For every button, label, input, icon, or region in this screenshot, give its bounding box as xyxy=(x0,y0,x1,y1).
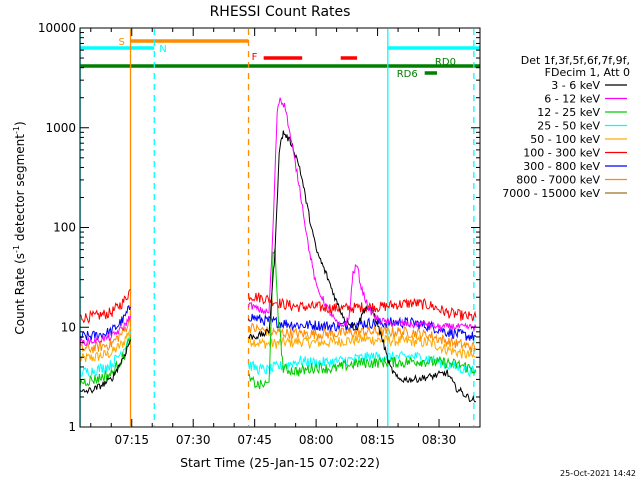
series-line-7-0 xyxy=(79,318,131,354)
series-line-6-0 xyxy=(79,304,131,341)
series-line-0-0 xyxy=(79,339,131,395)
series-line-5-1 xyxy=(248,292,477,322)
x-tick-label-3: 08:00 xyxy=(299,433,334,447)
chart-title: RHESSI Count Rates xyxy=(210,4,351,20)
x-axis-label: Start Time (25-Jan-15 07:02:22) xyxy=(180,455,380,470)
y-axis-label: Count Rate (s-1 detector segment-1) xyxy=(12,121,27,334)
series-line-2-0 xyxy=(79,336,131,387)
state-label-rd6: RD6 xyxy=(397,69,418,80)
x-tick-label-2: 07:45 xyxy=(237,433,272,447)
series-line-4-1 xyxy=(248,334,477,359)
state-label-rd0: RD0 xyxy=(435,57,456,68)
x-tick-label-0: 07:15 xyxy=(114,433,149,447)
state-label-f: F xyxy=(252,52,258,63)
series-lines xyxy=(79,97,477,403)
attenuator-state-bars: S N F RD0 RD6 xyxy=(80,37,480,80)
y-tick-label-3: 1000 xyxy=(45,121,76,135)
legend-label-1: 6 - 12 keV xyxy=(544,93,600,106)
vertical-markers xyxy=(79,29,475,426)
series-line-0-1 xyxy=(248,130,477,403)
series-line-1-1 xyxy=(248,97,477,332)
legend-label-6: 300 - 800 keV xyxy=(523,160,600,173)
y-axis: 1 10 100 1000 10000 xyxy=(38,21,480,434)
x-tick-label-5: 08:30 xyxy=(422,433,457,447)
footer-timestamp: 25-Oct-2021 14:42 xyxy=(560,469,636,478)
legend-label-8: 7000 - 15000 keV xyxy=(502,187,600,200)
legend-label-3: 25 - 50 keV xyxy=(537,120,600,133)
series-line-2-1 xyxy=(248,248,477,390)
series-line-6-1 xyxy=(248,313,477,341)
state-label-s: S xyxy=(119,37,125,48)
series-line-1-0 xyxy=(79,315,131,347)
x-tick-label-1: 07:30 xyxy=(176,433,211,447)
legend-label-0: 3 - 6 keV xyxy=(551,79,600,92)
y-tick-label-2: 100 xyxy=(53,221,76,235)
legend-label-5: 100 - 300 keV xyxy=(523,147,600,160)
legend-label-7: 800 - 7000 keV xyxy=(516,174,600,187)
state-label-n: N xyxy=(159,44,166,55)
legend-label-4: 50 - 100 keV xyxy=(530,133,600,146)
y-tick-label-0: 1 xyxy=(68,420,76,434)
series-line-4-0 xyxy=(79,327,131,363)
legend-label-2: 12 - 25 keV xyxy=(537,106,600,119)
series-line-5-0 xyxy=(79,288,131,324)
series-line-7-1 xyxy=(248,322,477,353)
legend: Det 1f,3f,5f,6f,7f,9f,FDecim 1, Att 03 -… xyxy=(502,54,630,200)
x-tick-label-4: 08:15 xyxy=(360,433,395,447)
x-axis: 07:15 07:30 07:45 08:00 08:15 08:30 xyxy=(90,28,481,447)
legend-header-0: Det 1f,3f,5f,6f,7f,9f, xyxy=(521,54,630,67)
y-tick-label-1: 10 xyxy=(61,320,76,334)
legend-header-1: FDecim 1, Att 0 xyxy=(545,66,630,79)
y-tick-label-4: 10000 xyxy=(38,21,76,35)
